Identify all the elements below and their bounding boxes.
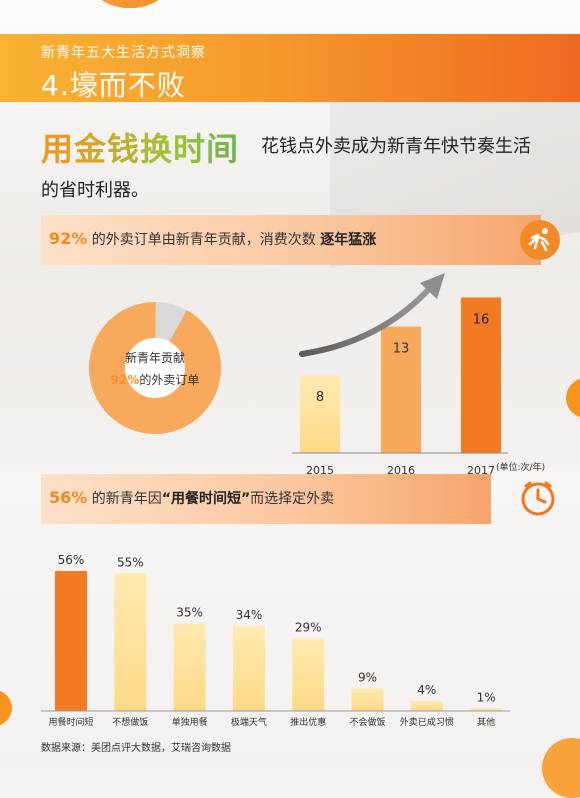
- growth-arrow-shaft: [299, 285, 433, 357]
- donut-slice-main: [89, 302, 221, 434]
- running-person-icon-svg: [528, 228, 550, 252]
- clock-icon: [518, 478, 558, 518]
- section1-bar: 92% 的外卖订单由新青年贡献，消费次数 逐年猛涨: [41, 215, 541, 265]
- section1-emphasis: 逐年猛涨: [320, 232, 377, 248]
- section2-pct: 56%: [49, 488, 88, 507]
- year-bar-2016: [381, 326, 421, 453]
- title-banner: 新青年五大生活方式洞察 4.壕而不败: [0, 34, 580, 102]
- reason-bar-2: [173, 623, 206, 711]
- reason-bar-4: [292, 638, 325, 711]
- reason-tick-0: 用餐时间短: [48, 716, 93, 728]
- year-bar-2017: [461, 297, 501, 453]
- reason-bar-6: [410, 701, 443, 711]
- year-bar-value-2016: 13: [393, 342, 410, 357]
- decor-circle-right: [566, 378, 580, 418]
- decor-circle-left: [0, 690, 12, 726]
- donut-label-suffix: 的外卖订单: [139, 372, 199, 387]
- reason-bar-label-5: 9%: [358, 671, 377, 685]
- reason-bar-label-7: 1%: [477, 691, 496, 705]
- year-unit-note: (单位:次/年): [496, 461, 545, 473]
- section1-text: 92% 的外卖订单由新青年贡献，消费次数 逐年猛涨: [49, 229, 376, 249]
- headline-highlight: 用金钱换时间: [41, 124, 239, 170]
- reason-tick-2: 单独用餐: [172, 716, 208, 728]
- donut-label-1: 新青年贡献: [125, 350, 185, 365]
- year-tick-2016: 2016: [387, 464, 415, 477]
- growth-arrow-head: [420, 273, 445, 299]
- banner-subtitle: 新青年五大生活方式洞察: [41, 45, 206, 61]
- year-bar-2015: [300, 375, 340, 453]
- intro-line-2: 的省时利器。: [41, 180, 149, 201]
- section2-bar: 56% 的新青年因“用餐时间短”而选择定外卖: [41, 474, 491, 524]
- reason-tick-5: 不会做饭: [349, 716, 385, 728]
- reason-tick-6: 外卖已成习惯: [400, 716, 454, 728]
- reason-bar-label-0: 56%: [58, 553, 85, 567]
- donut-label-2: 92%的外卖订单: [111, 372, 200, 387]
- reason-bar-label-2: 35%: [176, 606, 203, 620]
- banner-title: 4.壕而不败: [41, 69, 186, 102]
- reason-tick-1: 不想做饭: [112, 716, 148, 728]
- year-bar-value-2017: 16: [473, 312, 490, 327]
- reason-bar-label-6: 4%: [417, 683, 436, 697]
- section2-body2: 而选择定外卖: [250, 491, 335, 507]
- section2-text: 56% 的新青年因“用餐时间短”而选择定外卖: [49, 488, 334, 508]
- reason-bar-0: [55, 571, 87, 711]
- section2-body1: 的新青年因: [87, 491, 162, 507]
- reason-tick-3: 极端天气: [231, 716, 267, 728]
- reason-bar-3: [232, 626, 265, 711]
- reason-bar-label-3: 34%: [236, 608, 263, 622]
- reason-bar-1: [114, 573, 147, 711]
- year-tick-2015: 2015: [306, 464, 334, 477]
- source-note: 数据来源：美团点评大数据，艾瑞咨询数据: [41, 741, 231, 754]
- chart-canvas: 新青年贡献 92%的外卖订单 8 2015 13 2016 16 2017 (单位:次/年) 56…: [41, 273, 545, 754]
- section1-pct: 92%: [49, 229, 88, 248]
- donut-hole: [125, 338, 185, 398]
- donut-pct: 92%: [111, 373, 140, 387]
- reason-bar-label-1: 55%: [117, 556, 144, 570]
- reason-bar-5: [351, 688, 384, 711]
- intro-line-1: 花钱点外卖成为新青年快节奏生活: [261, 136, 531, 157]
- section1-body: 的外卖订单由新青年贡献，消费次数: [87, 232, 321, 248]
- year-tick-2017: 2017: [467, 464, 495, 477]
- clock-icon-svg: [521, 481, 555, 516]
- year-bar-value-2015: 8: [316, 390, 324, 405]
- running-person-icon: [520, 220, 560, 260]
- reason-tick-4: 推出优惠: [290, 716, 326, 728]
- section2-emphasis: “用餐时间短”: [161, 491, 251, 507]
- reason-bar-7: [470, 708, 503, 711]
- reason-bar-label-4: 29%: [295, 621, 322, 635]
- decor-circle-top: [80, 0, 180, 8]
- reason-tick-7: 其他: [477, 716, 495, 728]
